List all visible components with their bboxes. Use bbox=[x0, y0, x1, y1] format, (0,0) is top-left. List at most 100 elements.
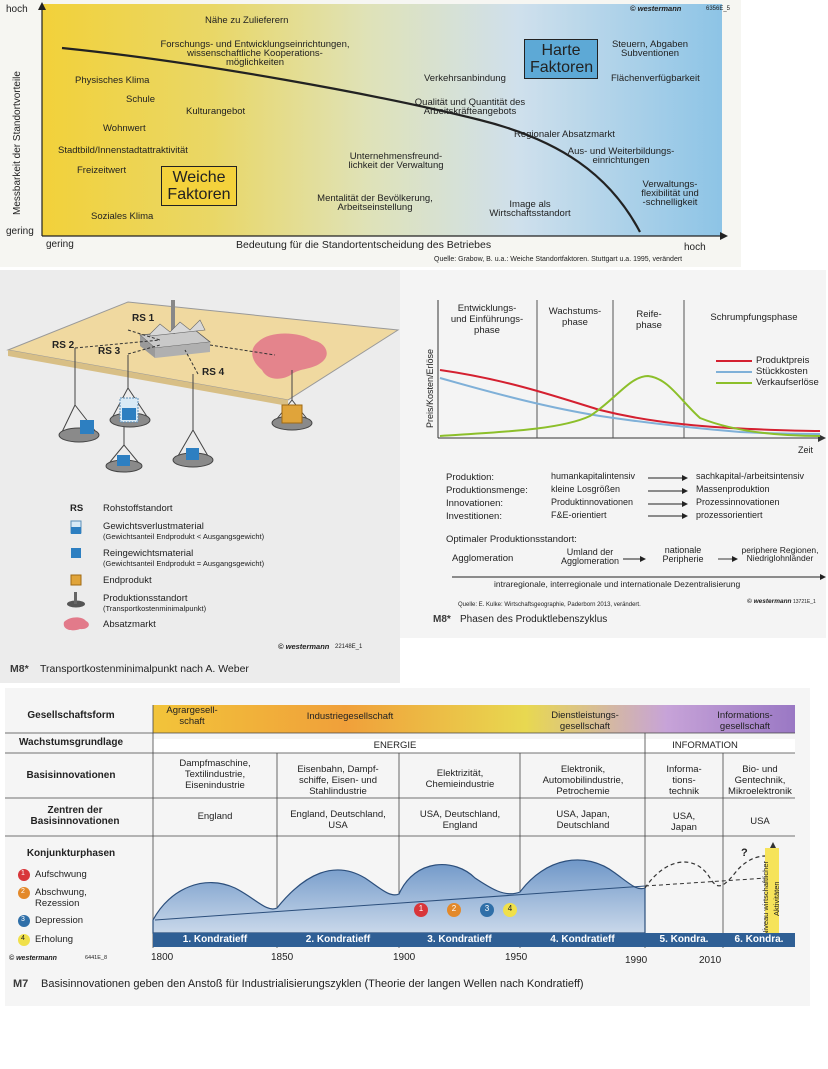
row-investitionen-label: Investitionen: bbox=[446, 511, 502, 522]
rs2-label: RS 2 bbox=[52, 340, 75, 351]
year-1800: 1800 bbox=[151, 952, 174, 963]
code: 22148E_1 bbox=[335, 644, 363, 650]
factor-forschung-3: möglichkeiten bbox=[225, 57, 285, 68]
year-1900: 1900 bbox=[393, 952, 416, 963]
factor-flaeche: Flächenverfügbarkeit bbox=[611, 73, 700, 84]
year-1850: 1850 bbox=[271, 952, 294, 963]
factor-physisches-klima: Physisches Klima bbox=[75, 75, 150, 86]
factor-verwaltung-2: lichkeit der Verwaltung bbox=[348, 160, 444, 171]
code: 13721E_1 bbox=[793, 599, 816, 605]
factor-verwaltungsflex-2: flexibilität und bbox=[641, 188, 699, 199]
innovation-4-line-2: Automobilindustrie, bbox=[542, 775, 624, 786]
innovation-6-line-3: Mikroelektronik bbox=[728, 786, 792, 797]
row-zentren: Zentren der Basisinnovationen bbox=[30, 805, 120, 827]
innovation-4-line-1: Elektronik, bbox=[560, 764, 606, 775]
wave-phase-4: 4 bbox=[507, 904, 513, 913]
x-low-label: gering bbox=[46, 239, 74, 250]
brand-logo: © westermann bbox=[747, 598, 792, 605]
row-innovationen-from: Produktinnovationen bbox=[551, 497, 634, 507]
weiche-faktoren-box: Weiche Faktoren bbox=[161, 166, 237, 206]
legend-produktionsstandort-sub: (Transportkostenminimalpunkt) bbox=[103, 604, 207, 613]
society-information-1: Informations- bbox=[717, 710, 773, 721]
legend-produktpreis: Produktpreis bbox=[756, 355, 810, 366]
factor-arbeitskraefte-2: Arbeitskräfteangebots bbox=[423, 106, 517, 117]
factor-weiterbildung-2: einrichtungen bbox=[592, 155, 650, 166]
legend-absatzmarkt: Absatzmarkt bbox=[103, 619, 156, 630]
phase-erholung: Erholung bbox=[35, 934, 74, 945]
standortfaktoren-panel: hoch gering Messbarkeit der Standortvort… bbox=[0, 0, 741, 267]
phase-aufschwung: Aufschwung bbox=[35, 869, 87, 880]
wave-phase-3: 3 bbox=[484, 904, 490, 913]
row-menge-label: Produktionsmenge: bbox=[446, 485, 528, 496]
wachstum-energie: ENERGIE bbox=[373, 740, 417, 751]
center-1: England bbox=[197, 811, 233, 822]
legend-reingewicht: Reingewichtsmaterial bbox=[103, 548, 194, 559]
phase-depression: Depression bbox=[35, 915, 84, 926]
caption-tag: M7 bbox=[13, 978, 29, 990]
future-question: ? bbox=[741, 847, 748, 859]
y-axis-label: Messbarkeit der Standortvorteile bbox=[12, 71, 23, 215]
factor-forschung-2: wissenschaftliche Kooperations- bbox=[187, 48, 323, 59]
factor-verkehr: Verkehrsanbindung bbox=[424, 73, 506, 84]
caption-tag: M8* bbox=[433, 614, 451, 625]
factor-stadtbild: Stadtbild/Innenstadtattraktivität bbox=[58, 145, 188, 156]
legend-verkaufserloese: Verkaufserlöse bbox=[756, 377, 819, 388]
weber-panel: RS 1 RS 2 RS 3 RS 4 RS Rohstoffstandort … bbox=[0, 270, 405, 683]
row-gesellschaftsform: Gesellschaftsform bbox=[27, 710, 115, 721]
phase-3b: phase bbox=[636, 320, 662, 331]
phase-1-num: 1 bbox=[21, 870, 25, 877]
phase-2-num: 2 bbox=[21, 888, 25, 895]
center-5-line-2: Japan bbox=[671, 822, 697, 833]
row-wachstum: Wachstumsgrundlage bbox=[18, 737, 124, 748]
agglomeration: Agglomeration bbox=[452, 553, 514, 564]
row-menge-from: kleine Losgrößen bbox=[551, 484, 621, 494]
innovation-5-line-2: tions- bbox=[672, 775, 696, 786]
peripherie-3: periphere Regionen, bbox=[741, 545, 819, 555]
center-4-line-1: USA, Japan, bbox=[556, 809, 610, 820]
legend-endprodukt: Endprodukt bbox=[103, 575, 152, 586]
phase-1a: Entwicklungs- bbox=[457, 303, 517, 314]
kondratieff-chart bbox=[5, 705, 795, 948]
umland-2: Agglomeration bbox=[560, 556, 620, 566]
row-innovationen-to: Prozessinnovationen bbox=[696, 497, 780, 507]
harte-faktoren-box: Harte Faktoren bbox=[524, 39, 598, 79]
innovation-6-line-1: Bio- und bbox=[742, 764, 778, 775]
factor-verwaltung: Unternehmensfreund- bbox=[349, 151, 443, 162]
source: Quelle: Grabow, B. u.a.: Weiche Standort… bbox=[434, 256, 683, 263]
produktlebenszyklus-panel: Entwicklungs- und Einführungs- phase Wac… bbox=[400, 270, 826, 638]
legend-rohstoff: Rohstoffstandort bbox=[103, 503, 173, 514]
caption: Transportkostenminimalpunkt nach A. Webe… bbox=[40, 663, 249, 675]
gradient-background bbox=[42, 4, 722, 236]
factor-absatzmarkt: Regionaler Absatzmarkt bbox=[514, 129, 615, 140]
center-6: USA bbox=[750, 816, 770, 827]
innovation-3-line-1: Elektrizität, bbox=[436, 768, 484, 779]
factor-verwaltungsflex-3: -schnelligkeit bbox=[642, 197, 698, 208]
phase-abschwung-1: Abschwung, bbox=[35, 887, 87, 898]
brand-logo: © westermann bbox=[278, 642, 330, 651]
factor-wohnwert: Wohnwert bbox=[103, 123, 146, 134]
factor-mentalitaet: Mentalität der Bevölkerung, bbox=[317, 193, 433, 204]
factor-zulieferer: Nähe zu Zulieferern bbox=[205, 15, 289, 26]
rs1-label: RS 1 bbox=[132, 313, 155, 324]
center-2-line-1: England, Deutschland, bbox=[290, 809, 386, 820]
factor-forschung: Forschungs- und Entwicklungseinrichtunge… bbox=[160, 39, 350, 50]
row-investitionen-to: prozessorientiert bbox=[696, 510, 763, 520]
society-dienstleistung-2: gesellschaft bbox=[559, 721, 611, 732]
innovation-5-line-1: Informa- bbox=[666, 764, 702, 775]
innovation-6-line-2: Gentechnik, bbox=[734, 775, 786, 786]
year-1950: 1950 bbox=[505, 952, 528, 963]
rs3-label: RS 3 bbox=[98, 346, 121, 357]
source: Quelle: E. Kulke: Wirtschaftsgeographie,… bbox=[458, 602, 641, 608]
kondratieff-panel: Gesellschaftsform Wachstumsgrundlage Bas… bbox=[5, 688, 810, 1006]
factor-subventionen: Subventionen bbox=[620, 48, 680, 59]
innovation-3-line-2: Chemieindustrie bbox=[425, 779, 495, 790]
factor-curve bbox=[61, 46, 641, 233]
caption: Basisinnovationen geben den Anstoß für I… bbox=[41, 978, 584, 990]
factor-arbeitskraefte: Qualität und Quantität des bbox=[414, 97, 526, 108]
factory-icon bbox=[139, 300, 212, 358]
year-2010: 2010 bbox=[699, 955, 722, 966]
y-axis-label: Preis/Kosten/Erlöse bbox=[425, 348, 435, 428]
peripherie-1: nationale bbox=[664, 545, 702, 555]
kondratieff-5: 5. Kondra. bbox=[645, 933, 723, 947]
legend-produktionsstandort: Produktionsstandort bbox=[103, 593, 188, 604]
